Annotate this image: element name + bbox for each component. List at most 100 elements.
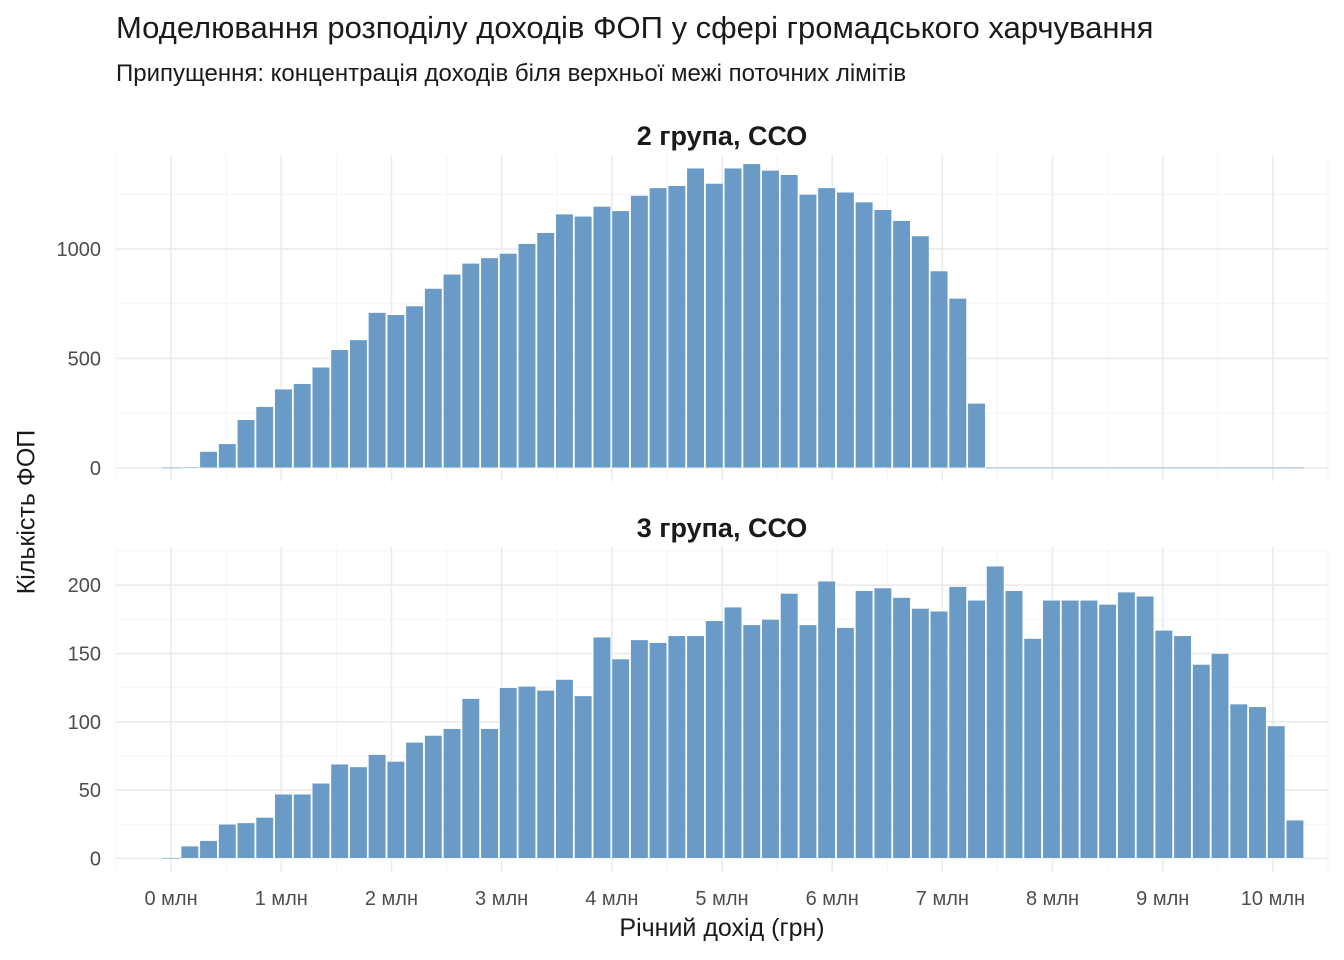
histogram-bar	[236, 419, 256, 469]
x-tick-label: 8 млн	[1026, 888, 1079, 910]
histogram-bar	[368, 312, 387, 469]
histogram-bar	[555, 679, 574, 859]
histogram-bar	[1042, 599, 1061, 859]
histogram-bar	[499, 253, 518, 469]
histogram-bar	[1098, 604, 1117, 859]
histogram-bar	[780, 174, 799, 469]
histogram-bar	[517, 685, 537, 859]
y-tick-label: 1000	[57, 239, 102, 261]
histogram-bar	[574, 695, 593, 859]
histogram-bar	[180, 466, 199, 469]
histogram-bar	[592, 636, 611, 859]
histogram-bar	[180, 845, 199, 859]
histogram-bar	[986, 565, 1005, 859]
histogram-bar	[255, 817, 274, 859]
x-tick-label: 3 млн	[475, 888, 528, 910]
histogram-bar	[461, 263, 480, 469]
histogram-bar	[948, 586, 967, 859]
histogram-bar	[330, 763, 349, 859]
histogram-bar	[274, 793, 293, 859]
histogram-bar	[667, 635, 686, 859]
histogram-bar	[555, 213, 574, 469]
histogram-bar	[705, 620, 724, 859]
histogram-bar	[368, 754, 387, 859]
x-tick-label: 2 млн	[365, 888, 418, 910]
histogram-bar	[649, 187, 668, 469]
histogram-bar	[517, 243, 537, 469]
histogram-bar	[686, 635, 705, 859]
histogram-bar	[911, 235, 930, 469]
histogram-bar	[1285, 819, 1305, 859]
histogram-bar	[349, 339, 368, 469]
histogram-bar	[761, 619, 780, 859]
chart-title: Моделювання розподілу доходів ФОП у сфер…	[116, 10, 1154, 45]
histogram-bar	[1229, 703, 1248, 859]
histogram-bar	[817, 580, 836, 859]
histogram-bar	[442, 273, 462, 469]
histogram-bar	[649, 642, 668, 859]
histogram-bar	[855, 590, 874, 859]
histogram-bar	[723, 167, 743, 469]
histogram-bar	[967, 403, 986, 469]
histogram-bar	[386, 761, 405, 859]
histogram-bar	[761, 170, 780, 469]
histogram-bar	[218, 443, 237, 469]
histogram-bar	[1004, 590, 1024, 859]
histogram-bar	[892, 597, 911, 859]
histogram-bar	[480, 728, 499, 859]
histogram-bar	[836, 191, 855, 469]
x-axis-label: Річний дохід (грн)	[619, 914, 825, 942]
histogram-bar	[386, 314, 405, 469]
x-tick-label: 0 млн	[145, 888, 198, 910]
histogram-bar	[1248, 706, 1267, 859]
histogram-bar	[274, 388, 293, 469]
histogram-bar	[236, 822, 256, 859]
histogram-bar	[199, 451, 218, 469]
histogram-bar	[255, 406, 274, 469]
histogram-bar	[855, 201, 874, 469]
histogram-bar	[293, 793, 312, 859]
histogram-bar	[480, 257, 499, 469]
histogram-bar	[705, 183, 724, 469]
histogram-bar	[536, 690, 555, 859]
histogram-bar	[873, 587, 892, 859]
histogram-bar	[929, 610, 949, 859]
histogram-bar	[723, 606, 743, 859]
histogram-bar	[1079, 599, 1098, 859]
histogram-bar	[1117, 591, 1136, 859]
histogram-bar	[424, 735, 443, 859]
histogram-bar	[817, 187, 836, 469]
x-tick-label: 4 млн	[585, 888, 638, 910]
y-tick-label: 200	[68, 575, 101, 597]
y-tick-label: 0	[90, 458, 101, 480]
histogram-bar	[218, 823, 237, 859]
histogram-bar	[442, 728, 462, 859]
histogram-bar	[293, 383, 312, 469]
histogram-bar	[1192, 664, 1211, 859]
x-tick-label: 10 млн	[1241, 888, 1305, 910]
x-tick-label: 6 млн	[806, 888, 859, 910]
y-tick-label: 100	[68, 712, 101, 734]
histogram-bar	[836, 627, 855, 859]
histogram-bar	[892, 220, 911, 469]
histogram-bar	[911, 608, 930, 859]
histogram-bar	[948, 298, 967, 469]
chart-subtitle: Припущення: концентрація доходів біля ве…	[116, 60, 907, 87]
histogram-bar	[499, 687, 518, 859]
histogram-bar	[1210, 653, 1230, 859]
histogram-bar	[873, 209, 892, 469]
facet-title: 3 група, ССО	[637, 513, 808, 543]
histogram-bar	[461, 698, 480, 859]
histogram-bar	[667, 185, 686, 469]
y-tick-label: 150	[68, 644, 101, 666]
histogram-bar	[536, 232, 555, 469]
histogram-bar	[349, 766, 368, 859]
histogram-bar	[592, 206, 611, 469]
histogram-bar	[311, 782, 331, 859]
histogram-bar	[742, 163, 761, 469]
histogram-bar	[1061, 599, 1080, 859]
histogram-bar	[630, 639, 649, 859]
y-tick-label: 500	[68, 348, 101, 370]
histogram-bar	[780, 593, 799, 859]
